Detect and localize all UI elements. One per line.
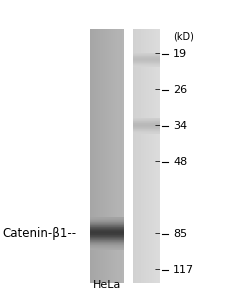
- Text: Catenin-β1--: Catenin-β1--: [2, 227, 77, 241]
- Text: 85: 85: [173, 229, 187, 239]
- Text: (kD): (kD): [173, 32, 194, 41]
- Text: 26: 26: [173, 85, 187, 95]
- Text: 19: 19: [173, 49, 187, 59]
- Text: 117: 117: [173, 265, 194, 275]
- Text: 48: 48: [173, 157, 187, 167]
- Text: 34: 34: [173, 121, 187, 131]
- Text: HeLa: HeLa: [92, 280, 121, 290]
- Text: --: --: [155, 85, 161, 94]
- Text: --: --: [155, 266, 161, 274]
- Text: --: --: [155, 122, 161, 130]
- Text: --: --: [155, 50, 161, 58]
- Text: --: --: [155, 158, 161, 166]
- Text: --: --: [155, 230, 161, 238]
